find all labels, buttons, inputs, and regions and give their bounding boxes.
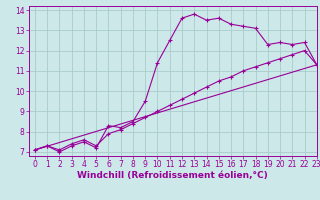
X-axis label: Windchill (Refroidissement éolien,°C): Windchill (Refroidissement éolien,°C): [77, 171, 268, 180]
